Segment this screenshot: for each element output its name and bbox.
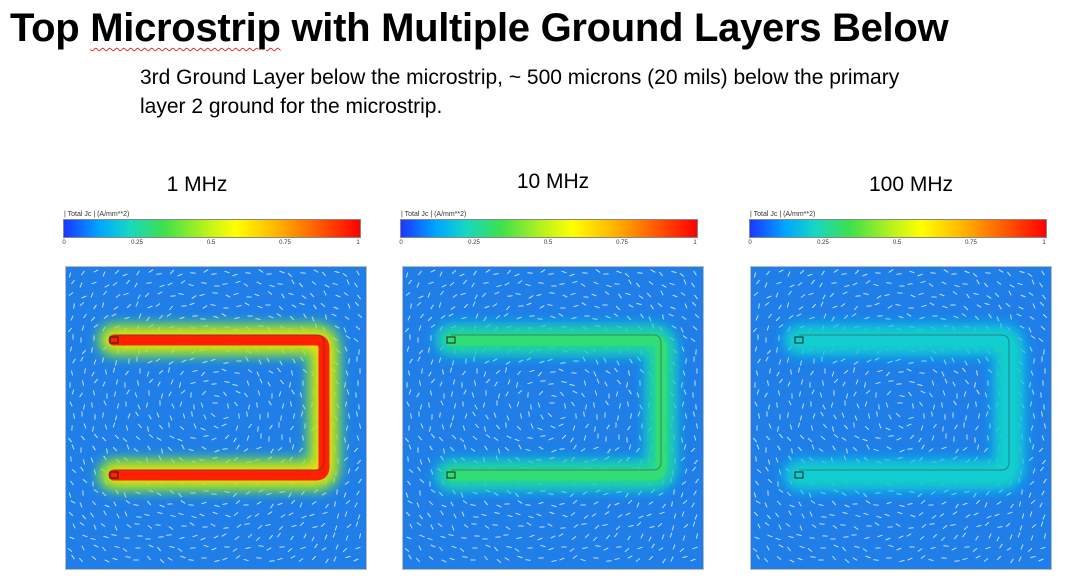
current-density-plot-10mhz <box>402 266 704 570</box>
slide-subtitle: 3rd Ground Layer below the microstrip, ~… <box>140 66 900 118</box>
trace-edge <box>114 334 325 471</box>
port-marker <box>794 471 804 479</box>
port-marker <box>446 471 456 479</box>
colorbar-tick: 0.25 <box>131 240 143 246</box>
port-marker <box>109 471 119 479</box>
current-density-plot-100mhz <box>750 266 1052 570</box>
trace-edge <box>451 334 662 471</box>
colorbar <box>400 219 698 238</box>
colorbar <box>63 219 361 238</box>
slide-title: Top Microstrip with Multiple Ground Laye… <box>10 6 949 51</box>
colorbar-tick: 0 <box>748 240 752 246</box>
colorbar-tick: 1 <box>356 240 360 246</box>
colorbar-tick: 0.5 <box>892 240 902 246</box>
frequency-label-100mhz: 100 MHz <box>868 173 954 196</box>
colorbar-tick: 0.25 <box>468 240 480 246</box>
colorbar-tick: 0.75 <box>279 240 291 246</box>
colorbar-title: | Total Jc | (A/mm**2) <box>401 211 467 218</box>
colorbar-tick: 0.75 <box>616 240 628 246</box>
port-marker <box>109 336 119 344</box>
title-rest: with Multiple Ground Layers Below <box>291 6 949 50</box>
colorbar <box>749 219 1047 238</box>
trace-edge <box>799 334 1010 471</box>
frequency-label-1mhz: 1 MHz <box>166 173 228 196</box>
port-marker <box>794 336 804 344</box>
colorbar-tick: 1 <box>1042 240 1046 246</box>
current-density-plot-1mhz <box>65 266 367 570</box>
colorbar-tick: 0.5 <box>206 240 216 246</box>
title-word-microstrip: Microstrip <box>90 6 281 50</box>
colorbar-tick: 0.25 <box>817 240 829 246</box>
colorbar-tick: 0 <box>62 240 66 246</box>
frequency-label-10mhz: 10 MHz <box>516 170 590 193</box>
colorbar-tick: 0.75 <box>965 240 977 246</box>
title-word-top: Top <box>10 6 80 50</box>
colorbar-title: | Total Jc | (A/mm**2) <box>750 211 816 218</box>
colorbar-tick: 0.5 <box>543 240 553 246</box>
colorbar-tick: 0 <box>399 240 403 246</box>
port-marker <box>446 336 456 344</box>
colorbar-tick: 1 <box>693 240 697 246</box>
colorbar-title: | Total Jc | (A/mm**2) <box>64 211 130 218</box>
